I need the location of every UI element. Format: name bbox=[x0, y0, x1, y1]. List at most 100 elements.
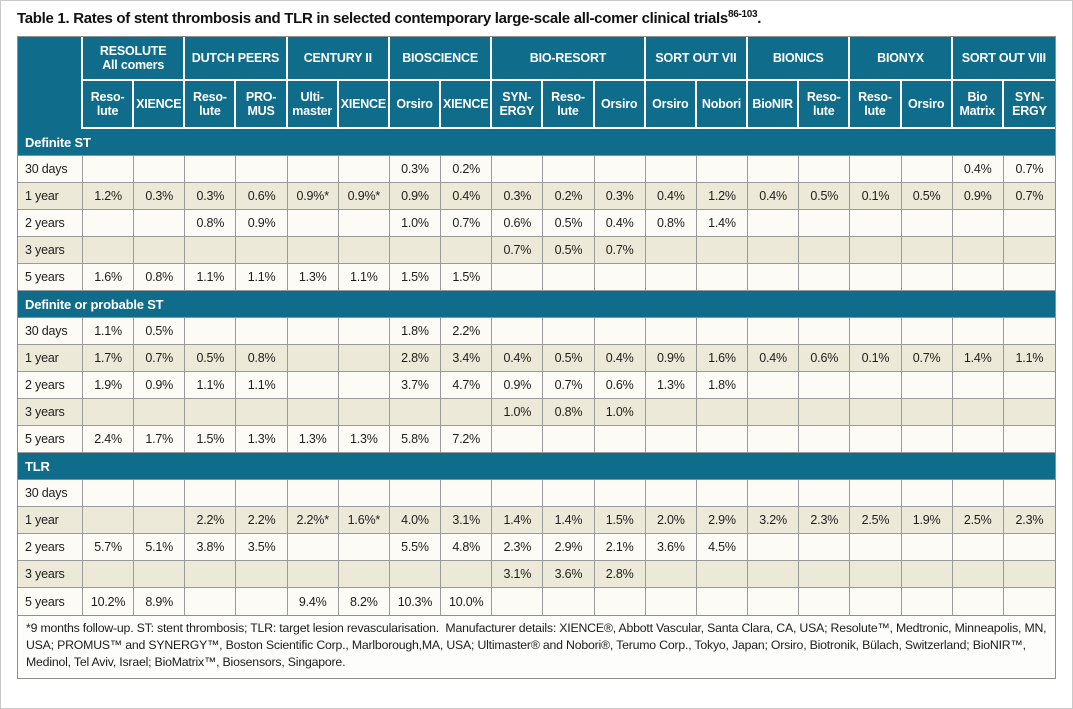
data-cell bbox=[901, 426, 953, 453]
data-cell: 0.9% bbox=[645, 345, 697, 372]
data-cell bbox=[901, 264, 953, 291]
data-cell: 0.5% bbox=[543, 237, 595, 264]
data-cell bbox=[185, 156, 237, 183]
data-cell bbox=[338, 237, 390, 264]
data-cell: 5.8% bbox=[389, 426, 442, 453]
row-label: 2 years bbox=[18, 534, 83, 561]
data-cell bbox=[492, 318, 544, 345]
data-cell bbox=[338, 156, 390, 183]
trial-group-header: DUTCH PEERS bbox=[185, 37, 288, 81]
data-cell: 0.4% bbox=[594, 345, 646, 372]
row-label: 2 years bbox=[18, 210, 83, 237]
stent-column-header: Reso- lute bbox=[799, 81, 851, 129]
data-cell: 0.6% bbox=[594, 372, 646, 399]
stent-column-header: Reso- lute bbox=[83, 81, 135, 129]
data-cell bbox=[83, 399, 135, 426]
data-cell bbox=[901, 156, 953, 183]
data-cell bbox=[696, 561, 749, 588]
data-cell: 3.6% bbox=[645, 534, 697, 561]
data-cell: 0.7% bbox=[594, 237, 646, 264]
stent-column-header: Nobori bbox=[696, 81, 749, 129]
data-cell bbox=[696, 237, 749, 264]
data-cell: 1.5% bbox=[594, 507, 646, 534]
data-cell bbox=[850, 210, 902, 237]
data-cell bbox=[645, 156, 697, 183]
data-cell: 2.3% bbox=[1003, 507, 1055, 534]
data-cell bbox=[645, 264, 697, 291]
data-cell: 0.8% bbox=[543, 399, 595, 426]
data-cell bbox=[1003, 264, 1055, 291]
data-cell bbox=[748, 372, 800, 399]
data-cell bbox=[594, 426, 646, 453]
data-cell bbox=[645, 237, 697, 264]
data-cell bbox=[83, 480, 135, 507]
data-cell: 1.3% bbox=[338, 426, 390, 453]
data-cell: 0.4% bbox=[748, 345, 800, 372]
trial-group-header: SORT OUT VII bbox=[645, 37, 749, 81]
data-cell bbox=[952, 561, 1004, 588]
data-cell bbox=[850, 237, 902, 264]
clinical-trials-table: RESOLUTE All comers Reso- lute XIENCE DUTCH… bbox=[17, 36, 1056, 616]
data-cell: 0.7% bbox=[441, 210, 493, 237]
data-cell bbox=[287, 345, 339, 372]
data-cell bbox=[748, 318, 800, 345]
data-cell bbox=[748, 588, 800, 615]
stent-column-header: Ulti- master bbox=[287, 81, 339, 129]
data-cell: 1.3% bbox=[287, 426, 339, 453]
data-cell: 0.5% bbox=[134, 318, 186, 345]
data-cell bbox=[134, 561, 186, 588]
data-cell bbox=[134, 156, 186, 183]
data-cell bbox=[83, 561, 135, 588]
row-label: 5 years bbox=[18, 426, 83, 453]
data-cell bbox=[441, 237, 493, 264]
data-cell bbox=[185, 480, 237, 507]
data-cell bbox=[389, 561, 442, 588]
stent-column-header: Orsiro bbox=[594, 81, 646, 129]
data-cell bbox=[594, 264, 646, 291]
data-cell bbox=[696, 264, 749, 291]
data-cell bbox=[799, 399, 851, 426]
data-cell bbox=[441, 561, 493, 588]
data-cell: 4.7% bbox=[441, 372, 493, 399]
data-cell bbox=[594, 588, 646, 615]
data-cell: 1.0% bbox=[492, 399, 544, 426]
data-cell: 2.2%* bbox=[287, 507, 339, 534]
data-cell bbox=[952, 534, 1004, 561]
footnote: *9 months follow-up. ST: stent thrombosi… bbox=[17, 615, 1056, 679]
data-cell: 2.3% bbox=[492, 534, 544, 561]
data-cell: 0.9% bbox=[236, 210, 288, 237]
trial-group-header: BIOSCIENCE bbox=[389, 37, 493, 81]
row-label: 30 days bbox=[18, 318, 83, 345]
data-cell bbox=[134, 507, 186, 534]
data-cell bbox=[748, 534, 800, 561]
title-suffix: . bbox=[757, 10, 762, 27]
data-cell: 2.2% bbox=[441, 318, 493, 345]
data-cell: 0.4% bbox=[952, 156, 1004, 183]
data-cell: 1.5% bbox=[389, 264, 442, 291]
data-cell bbox=[850, 426, 902, 453]
data-cell bbox=[799, 156, 851, 183]
data-cell: 2.8% bbox=[594, 561, 646, 588]
stent-column-header: XIENCE bbox=[441, 81, 493, 129]
data-cell bbox=[83, 156, 135, 183]
data-cell: 0.7% bbox=[1003, 183, 1055, 210]
data-cell: 1.9% bbox=[901, 507, 953, 534]
data-cell: 2.2% bbox=[236, 507, 288, 534]
data-cell: 0.3% bbox=[492, 183, 544, 210]
row-label: 3 years bbox=[18, 399, 83, 426]
data-cell bbox=[134, 399, 186, 426]
data-cell bbox=[1003, 534, 1055, 561]
data-cell bbox=[952, 237, 1004, 264]
data-cell: 2.2% bbox=[185, 507, 237, 534]
data-cell bbox=[850, 480, 902, 507]
data-cell: 0.4% bbox=[645, 183, 697, 210]
data-cell bbox=[287, 156, 339, 183]
section-header: TLR bbox=[18, 453, 1055, 480]
data-cell bbox=[952, 264, 1004, 291]
data-cell: 0.3% bbox=[134, 183, 186, 210]
stent-column-header: Reso- lute bbox=[543, 81, 595, 129]
data-cell: 1.4% bbox=[696, 210, 749, 237]
data-cell: 0.6% bbox=[492, 210, 544, 237]
data-cell bbox=[645, 399, 697, 426]
data-cell: 5.1% bbox=[134, 534, 186, 561]
